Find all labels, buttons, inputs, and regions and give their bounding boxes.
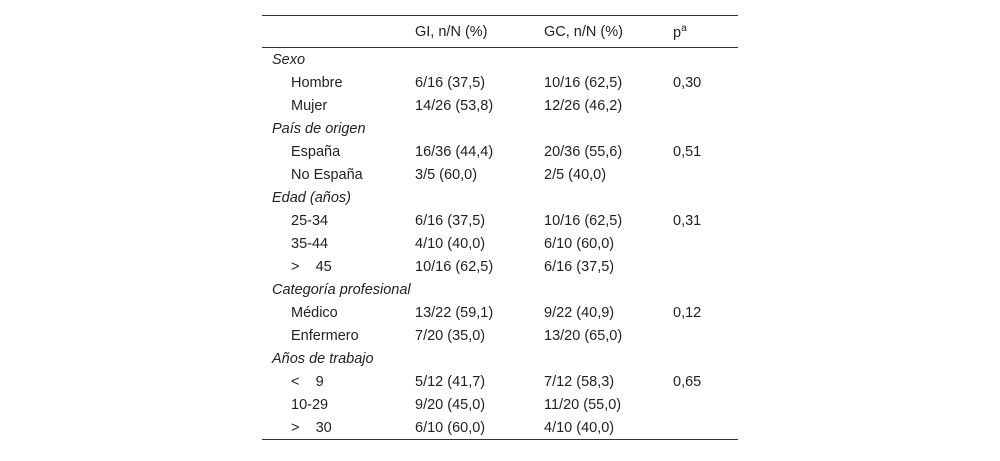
header-cell bbox=[262, 16, 415, 48]
header-cell: pa bbox=[673, 16, 738, 48]
table-cell bbox=[673, 94, 738, 117]
table-row: 35-44 4/10 (40,0) 6/10 (60,0) bbox=[262, 232, 738, 255]
table-cell: 2/5 (40,0) bbox=[544, 166, 607, 183]
table-cell: 11/20 (55,0) bbox=[544, 396, 622, 413]
row-label: 25-34 bbox=[291, 212, 329, 229]
table-cell: 6/16 (37,5) bbox=[415, 74, 486, 91]
table-row: Hombre 6/16 (37,5) 10/16 (62,5) 0,30 bbox=[262, 71, 738, 94]
row-label: Enfermero bbox=[291, 327, 359, 344]
table-row: > 45 10/16 (62,5) 6/16 (37,5) bbox=[262, 255, 738, 278]
group-row: Años de trabajo bbox=[262, 347, 738, 370]
table-row: > 30 6/10 (60,0) 4/10 (40,0) bbox=[262, 416, 738, 440]
table-cell: 9/22 (40,9) bbox=[544, 304, 615, 321]
table-wrap: GI, n/N (%) GC, n/N (%) pa Sexo Hombre 6/1… bbox=[262, 15, 738, 440]
row-label: España bbox=[291, 143, 341, 160]
data-table: GI, n/N (%) GC, n/N (%) pa Sexo Hombre 6/1… bbox=[262, 15, 738, 440]
table-cell: 5/12 (41,7) bbox=[415, 373, 486, 390]
table-cell: 10/16 (62,5) bbox=[415, 258, 494, 275]
row-label: Mujer bbox=[291, 97, 328, 114]
row-label: < 9 bbox=[291, 373, 324, 390]
table-cell: 0,31 bbox=[673, 212, 702, 229]
table-cell: 12/26 (46,2) bbox=[544, 97, 623, 114]
table-cell: 4/10 (40,0) bbox=[544, 419, 615, 436]
header-text: p bbox=[673, 24, 682, 41]
header-row: GI, n/N (%) GC, n/N (%) pa bbox=[262, 15, 738, 48]
table-row: 10-29 9/20 (45,0) 11/20 (55,0) bbox=[262, 393, 738, 416]
table-cell: 0,51 bbox=[673, 143, 702, 160]
table-cell: 6/16 (37,5) bbox=[544, 258, 615, 275]
table-cell: 14/26 (53,8) bbox=[415, 97, 494, 114]
table-row: Médico 13/22 (59,1) 9/22 (40,9) 0,12 bbox=[262, 301, 738, 324]
table-body: Sexo Hombre 6/16 (37,5) 10/16 (62,5) 0,30 Muj… bbox=[262, 48, 738, 440]
header-cell: GI, n/N (%) bbox=[415, 23, 488, 40]
row-label: Médico bbox=[291, 304, 338, 321]
row-label: No España bbox=[291, 166, 363, 183]
group-title: Años de trabajo bbox=[272, 350, 374, 367]
table-cell: 16/36 (44,4) bbox=[415, 143, 494, 160]
table-cell bbox=[673, 393, 738, 416]
table-cell: 0,30 bbox=[673, 74, 702, 91]
table-cell: 6/16 (37,5) bbox=[415, 212, 486, 229]
table-cell bbox=[673, 163, 738, 186]
table-row: 25-34 6/16 (37,5) 10/16 (62,5) 0,31 bbox=[262, 209, 738, 232]
table-cell: 0,12 bbox=[673, 304, 702, 321]
table-cell: 6/10 (60,0) bbox=[544, 235, 615, 252]
table-cell bbox=[673, 416, 738, 440]
group-row: Categoría profesional bbox=[262, 278, 738, 301]
header-cell: GC, n/N (%) bbox=[544, 23, 623, 40]
table-cell bbox=[673, 255, 738, 278]
table-row: Mujer 14/26 (53,8) 12/26 (46,2) bbox=[262, 94, 738, 117]
table-cell: 9/20 (45,0) bbox=[415, 396, 486, 413]
row-label: 10-29 bbox=[291, 396, 329, 413]
row-label: > 45 bbox=[291, 258, 332, 275]
table-header: GI, n/N (%) GC, n/N (%) pa bbox=[262, 15, 738, 48]
table-cell: 13/22 (59,1) bbox=[415, 304, 494, 321]
table-cell: 3/5 (60,0) bbox=[415, 166, 478, 183]
group-title: Categoría profesional bbox=[272, 281, 411, 298]
table-cell bbox=[673, 324, 738, 347]
table-cell: 10/16 (62,5) bbox=[544, 212, 623, 229]
row-label: 35-44 bbox=[291, 235, 329, 252]
superscript: a bbox=[681, 22, 687, 34]
group-row: Edad (años) bbox=[262, 186, 738, 209]
group-title: País de origen bbox=[272, 120, 366, 137]
table-row: España 16/36 (44,4) 20/36 (55,6) 0,51 bbox=[262, 140, 738, 163]
table-cell: 13/20 (65,0) bbox=[544, 327, 623, 344]
table-cell: 0,65 bbox=[673, 373, 702, 390]
table-cell: 6/10 (60,0) bbox=[415, 419, 486, 436]
group-title: Edad (años) bbox=[272, 189, 351, 206]
table-row: No España 3/5 (60,0) 2/5 (40,0) bbox=[262, 163, 738, 186]
table-cell: 10/16 (62,5) bbox=[544, 74, 623, 91]
table-row: Enfermero 7/20 (35,0) 13/20 (65,0) bbox=[262, 324, 738, 347]
group-row: Sexo bbox=[262, 48, 738, 72]
row-label: > 30 bbox=[291, 419, 332, 436]
row-label: Hombre bbox=[291, 74, 343, 91]
table-cell: 7/12 (58,3) bbox=[544, 373, 615, 390]
table-cell: 4/10 (40,0) bbox=[415, 235, 486, 252]
table-cell: 7/20 (35,0) bbox=[415, 327, 486, 344]
table-row: < 9 5/12 (41,7) 7/12 (58,3) 0,65 bbox=[262, 370, 738, 393]
group-title: Sexo bbox=[272, 51, 306, 68]
table-cell: 20/36 (55,6) bbox=[544, 143, 623, 160]
group-row: País de origen bbox=[262, 117, 738, 140]
table-cell bbox=[673, 232, 738, 255]
